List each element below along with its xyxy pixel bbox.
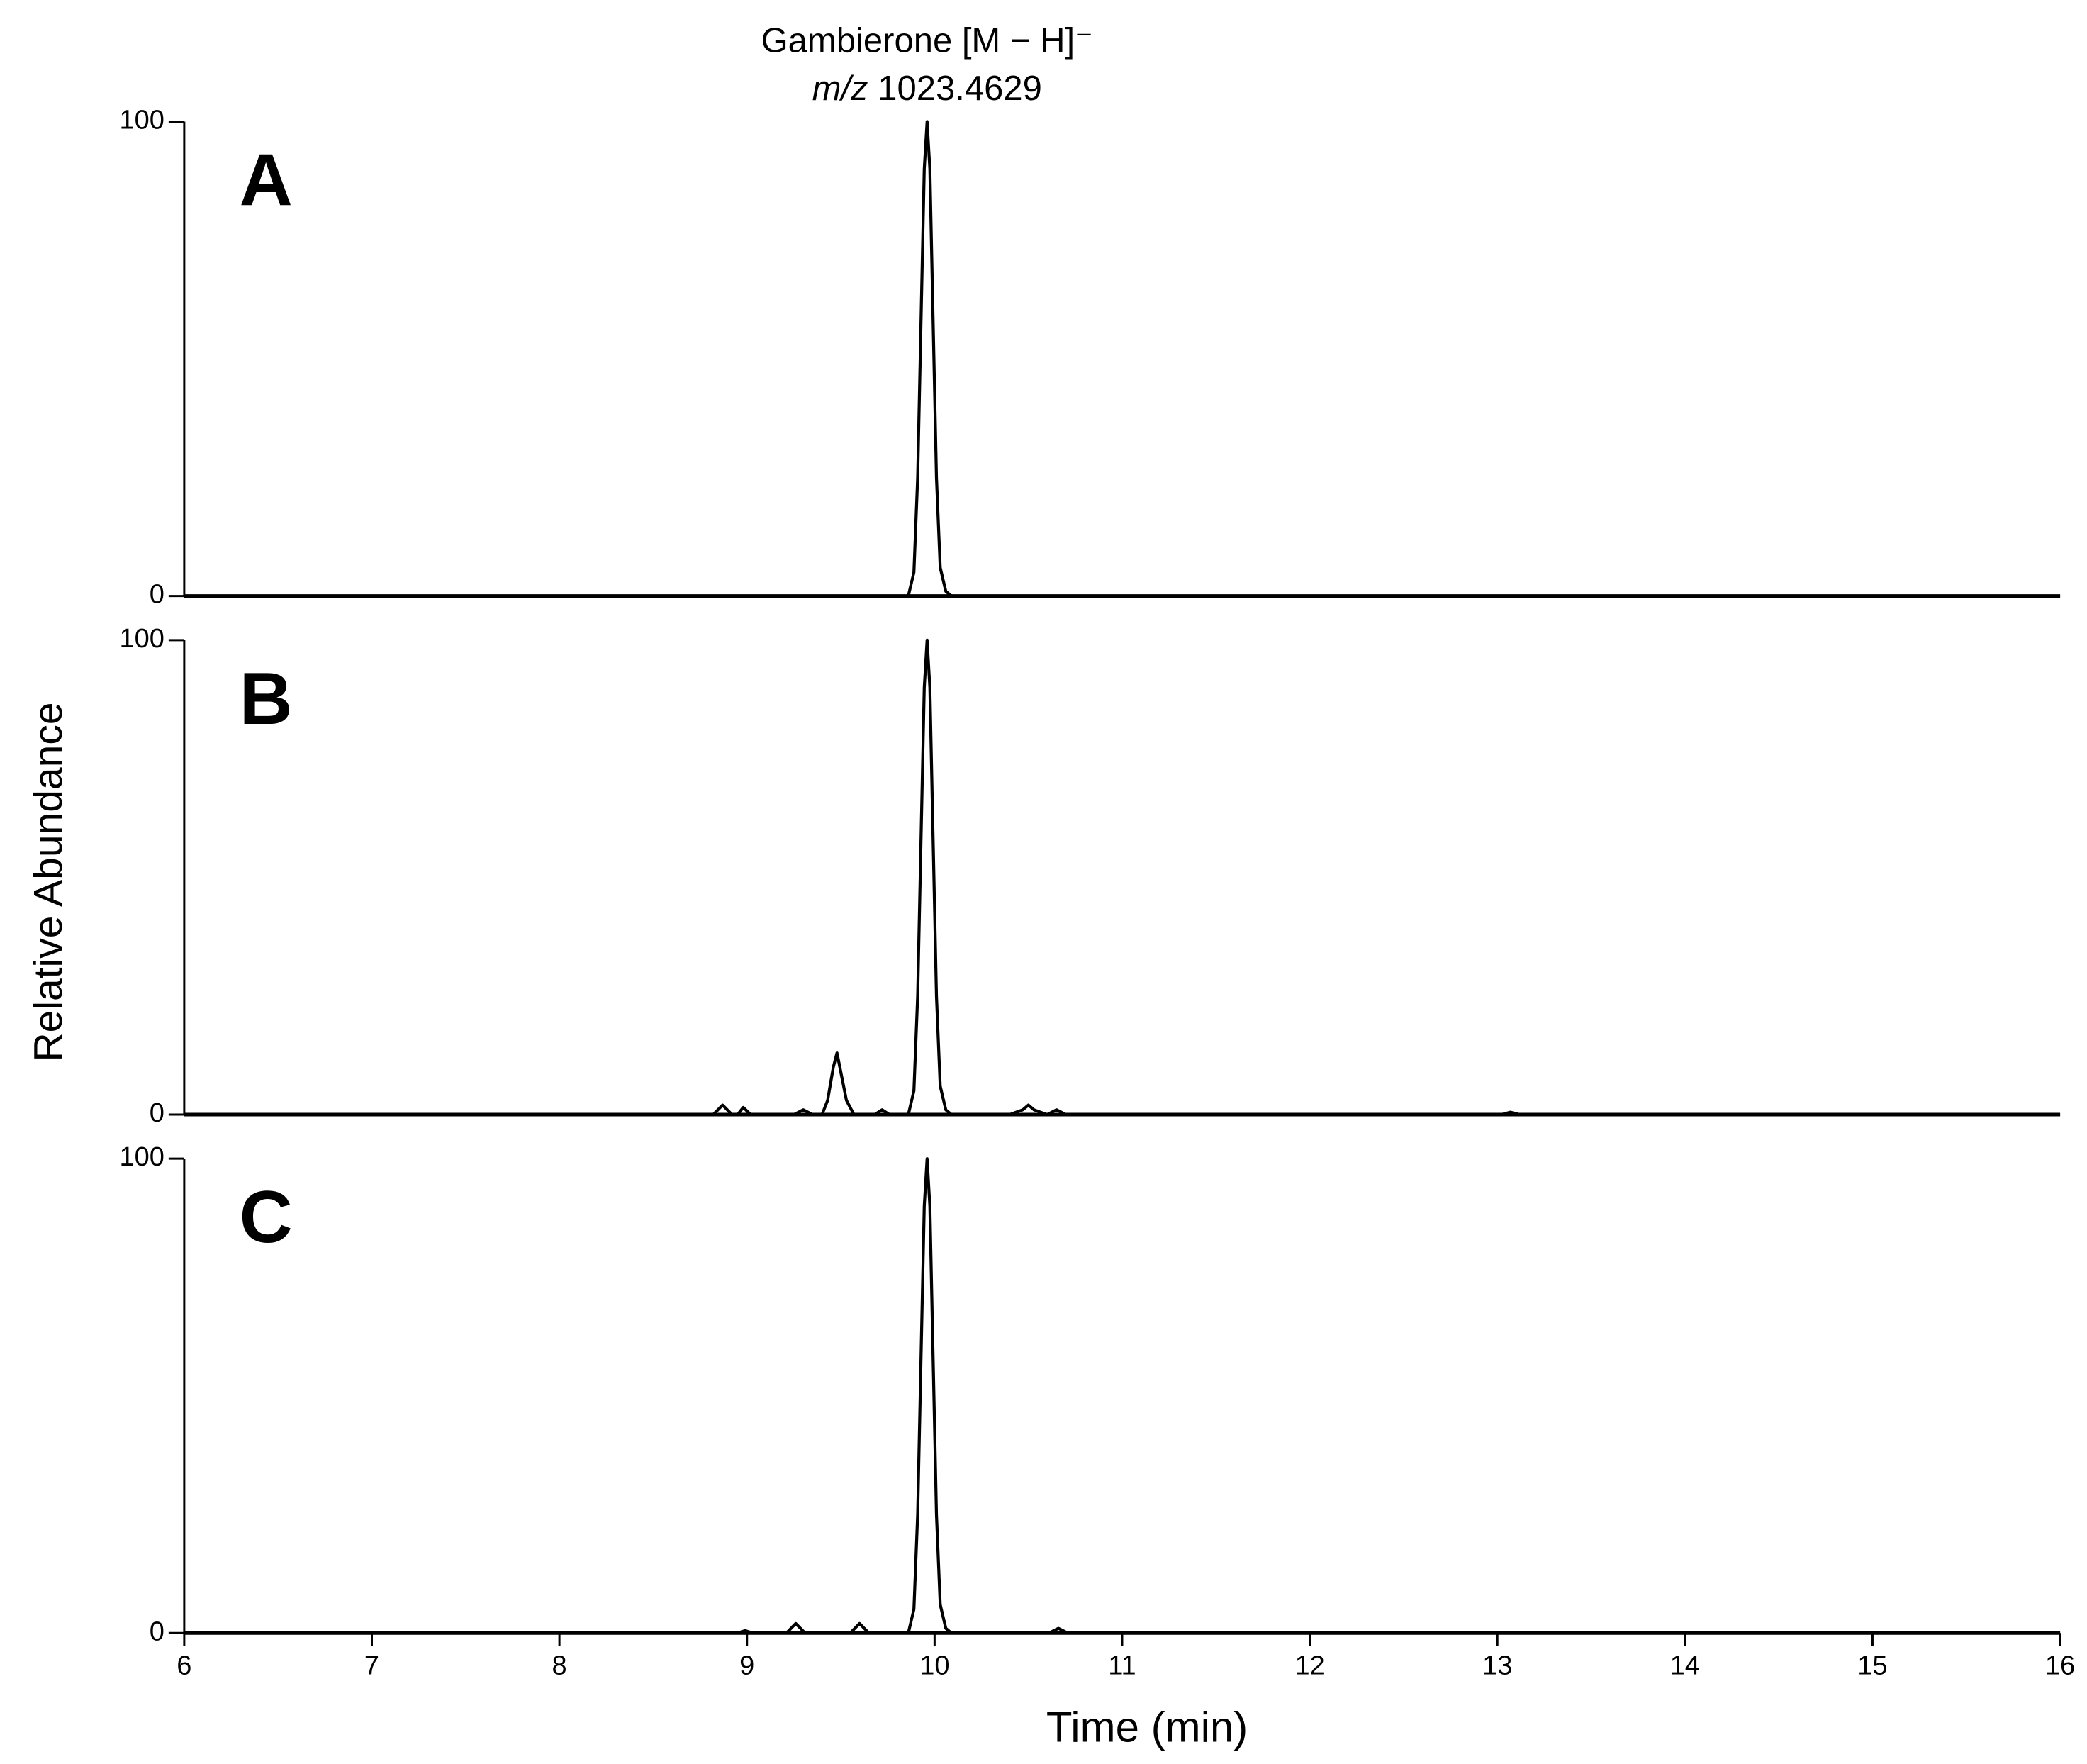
x-tick-label: 16 (2045, 1651, 2075, 1680)
y-tick-label: 0 (150, 1098, 164, 1128)
annotation-mz-value: 1023.4629 (878, 69, 1042, 108)
chromatogram-line (184, 638, 2061, 1117)
x-tick-label: 12 (1294, 1651, 1324, 1680)
x-tick-label: 10 (919, 1651, 949, 1680)
x-tick-label: 6 (177, 1651, 191, 1680)
x-tick-label: 9 (739, 1651, 754, 1680)
x-tick-label: 11 (1108, 1651, 1136, 1680)
annotation-mz: m/z 1023.4629 (812, 69, 1042, 108)
chromatogram-line (184, 120, 2061, 598)
panel-label: A (240, 139, 293, 221)
y-tick-label: 0 (150, 1617, 164, 1646)
chromatogram-line (184, 1157, 2061, 1635)
annotation-mz-label: m/z (812, 69, 868, 108)
y-tick-label: 0 (150, 580, 164, 610)
x-axis-label: Time (min) (1046, 1704, 1248, 1751)
x-tick-label: 15 (1857, 1651, 1887, 1680)
x-tick-label: 7 (364, 1651, 379, 1680)
x-tick-label: 8 (552, 1651, 567, 1680)
panel-label: C (240, 1176, 293, 1258)
annotation-compound: Gambierone [M − H]⁻ (761, 21, 1093, 60)
y-tick-label: 100 (119, 106, 164, 135)
x-tick-label: 13 (1482, 1651, 1512, 1680)
annotation-mz-gap (868, 69, 878, 108)
y-tick-label: 100 (119, 624, 164, 654)
panel-label: B (240, 658, 293, 740)
y-tick-label: 100 (119, 1142, 164, 1172)
y-axis-label: Relative Abundance (26, 702, 71, 1061)
x-tick-label: 14 (1670, 1651, 1700, 1680)
